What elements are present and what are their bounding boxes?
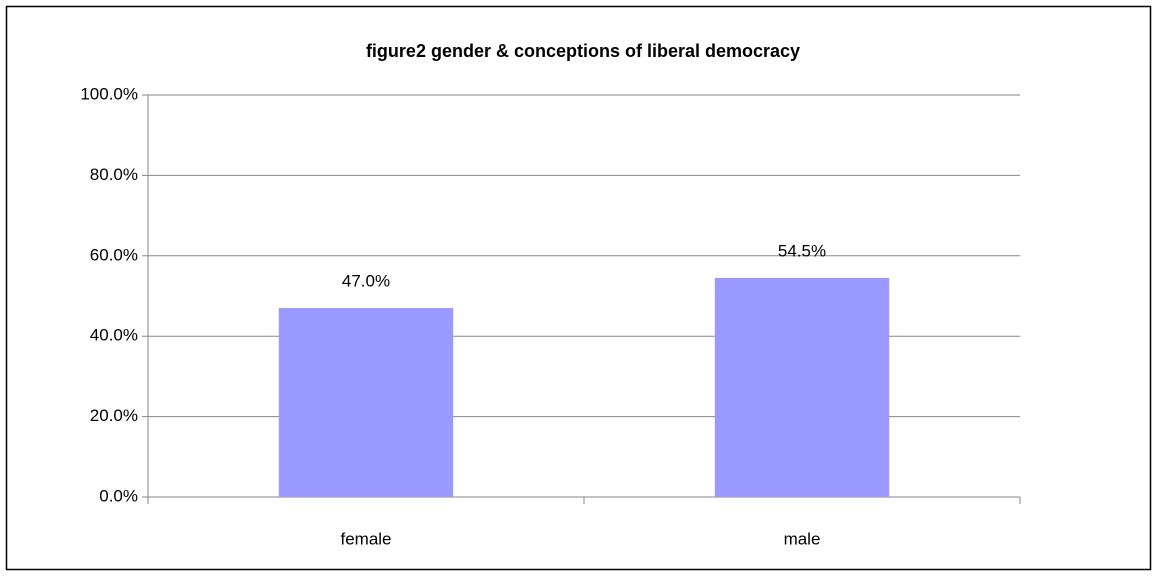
chart-title: figure2 gender & conceptions of liberal … xyxy=(366,41,800,61)
y-tick-label: 80.0% xyxy=(90,165,138,184)
y-tick-label: 100.0% xyxy=(80,84,138,103)
y-tick-label: 40.0% xyxy=(90,326,138,345)
data-label: 47.0% xyxy=(342,272,390,291)
chart-border xyxy=(5,5,1152,571)
y-tick-label: 0.0% xyxy=(99,486,138,505)
y-tick-label: 60.0% xyxy=(90,245,138,264)
x-tick-label: male xyxy=(784,529,821,548)
x-tick-label: female xyxy=(340,529,391,548)
data-label: 54.5% xyxy=(778,241,826,260)
bar xyxy=(714,277,890,497)
bar xyxy=(278,308,454,497)
y-tick-label: 20.0% xyxy=(90,406,138,425)
